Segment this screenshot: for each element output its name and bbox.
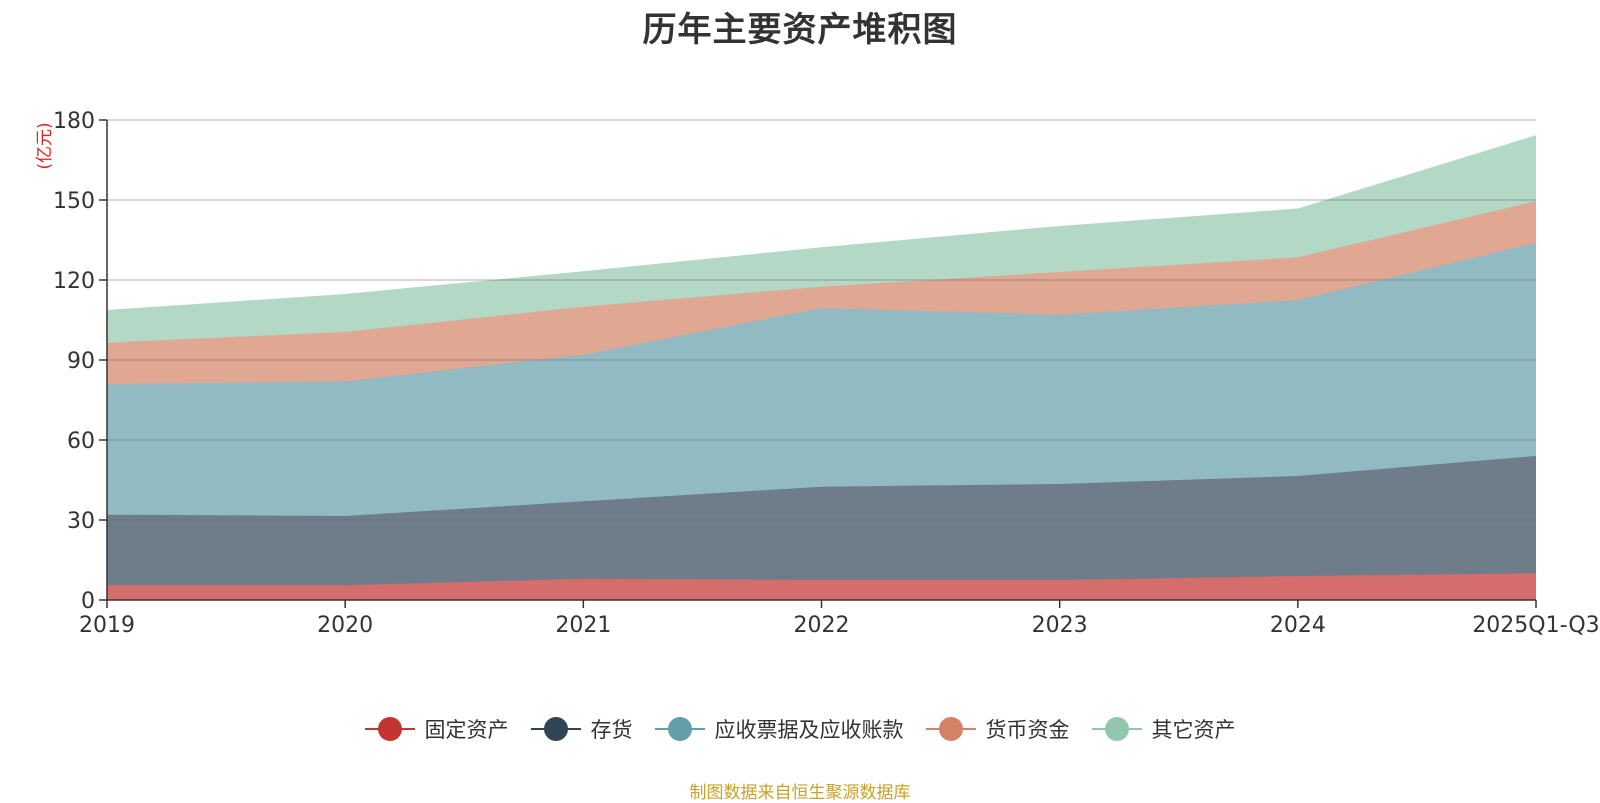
- legend-item[interactable]: 固定资产: [364, 714, 509, 744]
- legend-dot: [938, 717, 963, 741]
- legend: 固定资产 存货 应收票据及应收账款 货币资金 其它资产: [0, 714, 1600, 744]
- y-tick-label: 60: [67, 429, 95, 454]
- y-tick-label: 90: [67, 349, 95, 374]
- y-tick-label: 150: [53, 189, 95, 214]
- line-series-4: [106, 135, 1537, 312]
- x-tick-label: 2023: [1032, 613, 1088, 638]
- legend-item[interactable]: 存货: [530, 714, 633, 744]
- legend-label: 应收票据及应收账款: [714, 718, 904, 742]
- x-tick-label: 2020: [317, 613, 373, 638]
- legend-dot: [543, 717, 568, 741]
- y-tick-label: 120: [53, 269, 95, 294]
- legend-label: 固定资产: [424, 718, 509, 742]
- source-note: 制图数据来自恒生聚源数据库: [689, 783, 911, 803]
- legend-dot: [667, 717, 692, 741]
- legend-label: 货币资金: [985, 718, 1070, 742]
- area-series-0: [107, 573, 1536, 600]
- y-tick-label: 0: [81, 589, 95, 614]
- x-tick-label: 2022: [794, 613, 850, 638]
- legend-marker-icon: [364, 716, 415, 742]
- x-tick-label: 2024: [1270, 613, 1326, 638]
- y-tick-label: 30: [67, 509, 95, 534]
- legend-marker-icon: [925, 716, 976, 742]
- x-tick-label: 2025Q1-Q3: [1472, 613, 1599, 638]
- legend-marker-icon: [1091, 716, 1142, 742]
- legend-label: 其它资产: [1151, 718, 1236, 742]
- chart-title: 历年主要资产堆积图: [642, 10, 958, 50]
- area-series-3: [107, 201, 1536, 384]
- legend-dot: [1104, 717, 1129, 741]
- x-tick-label: 2021: [555, 613, 611, 638]
- legend-dot: [377, 717, 402, 741]
- legend-marker-icon: [654, 716, 705, 742]
- legend-marker-icon: [530, 716, 581, 742]
- area-series-4: [107, 136, 1536, 343]
- area-series-1: [107, 456, 1536, 586]
- y-axis-unit-label: (亿元): [35, 122, 55, 169]
- area-series-2: [107, 242, 1536, 516]
- legend-item[interactable]: 货币资金: [925, 714, 1070, 744]
- y-tick-label: 180: [53, 109, 95, 134]
- x-tick-label: 2019: [79, 613, 135, 638]
- legend-label: 存货: [590, 718, 633, 742]
- legend-item[interactable]: 其它资产: [1091, 714, 1236, 744]
- legend-item[interactable]: 应收票据及应收账款: [654, 714, 904, 744]
